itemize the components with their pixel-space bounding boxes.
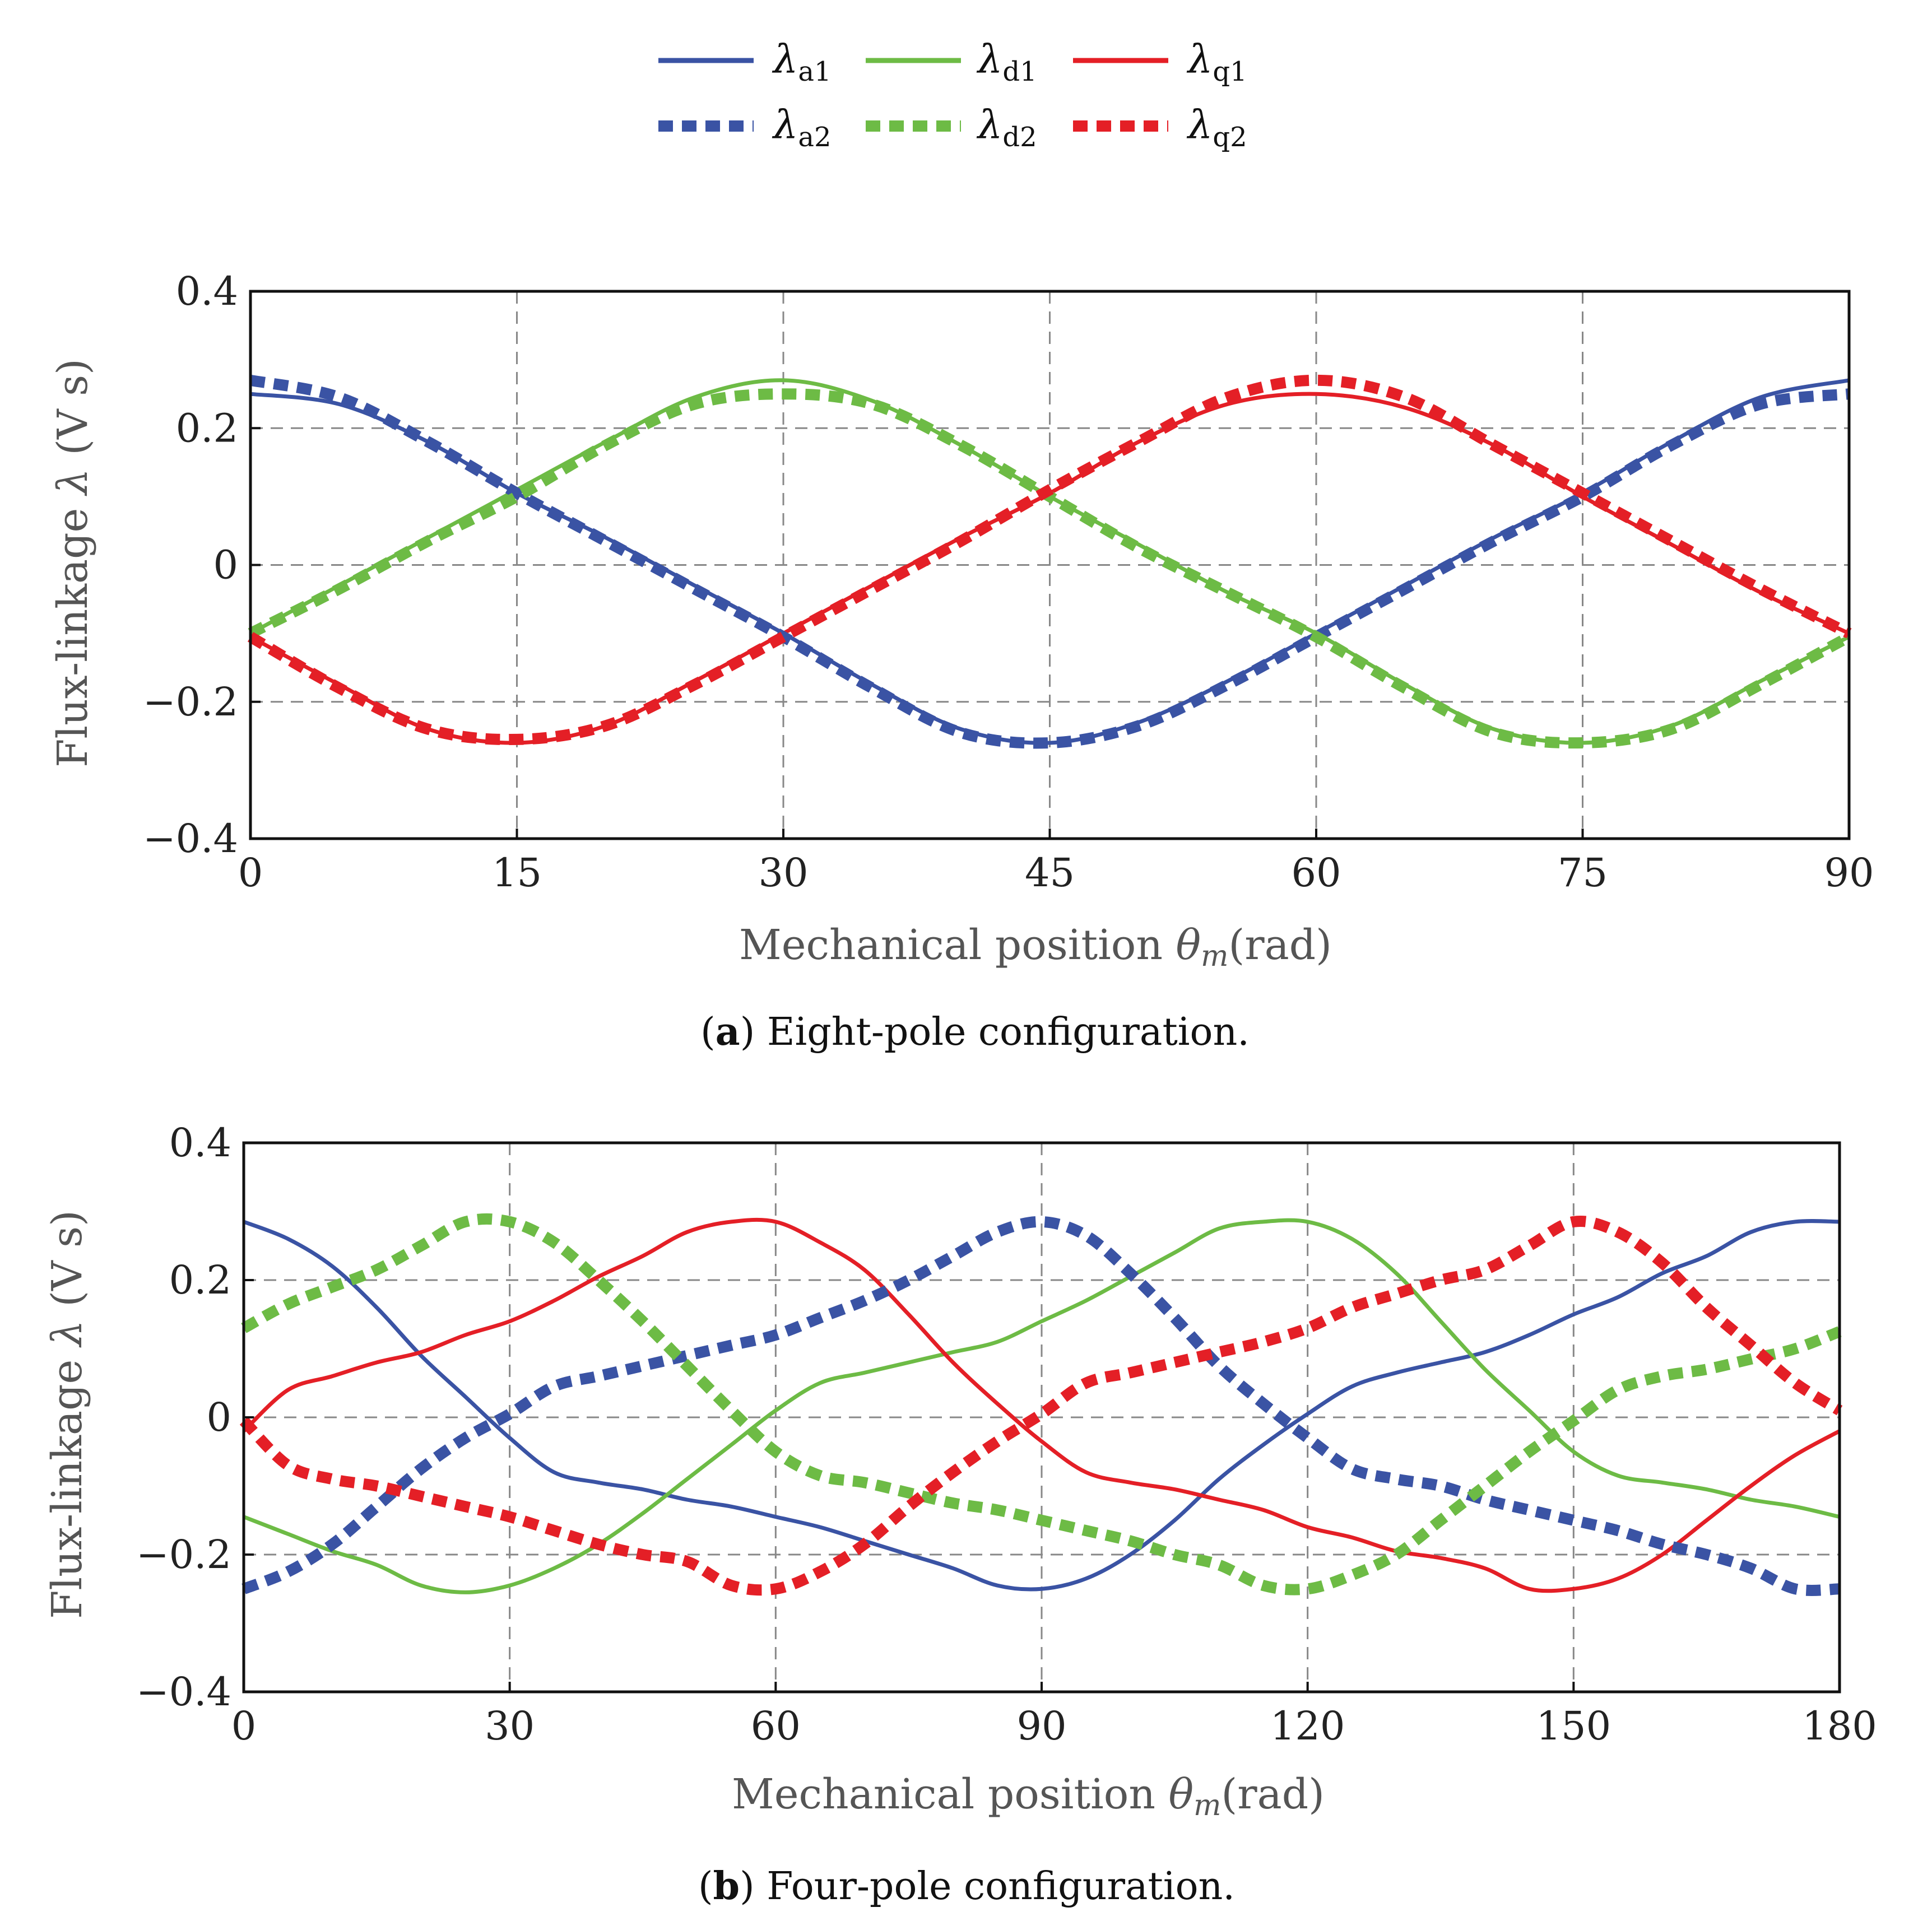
series-line-lambda-q2 bbox=[239, 1216, 1843, 1596]
x-tick-label: 90 bbox=[1016, 1703, 1066, 1749]
x-tick-label: 0 bbox=[238, 850, 263, 896]
x-tick-label: 15 bbox=[492, 850, 542, 896]
legend-entry-a2: λa2 bbox=[658, 102, 832, 153]
caption-b: (b) Four-pole configuration. bbox=[698, 1864, 1235, 1909]
series-line-lambda-d1 bbox=[243, 1218, 1840, 1594]
x-tick-label: 45 bbox=[1025, 850, 1075, 896]
y-tick-label: −0.2 bbox=[143, 679, 238, 725]
y-tick-label: 0.4 bbox=[169, 1120, 231, 1166]
series-group-a bbox=[247, 374, 1852, 749]
series-line-lambda-q1 bbox=[249, 392, 1850, 745]
x-tick-label: 150 bbox=[1536, 1703, 1611, 1749]
legend: λa1 λd1 λq1 λa2 λd2 λq2 bbox=[658, 36, 1247, 153]
x-tick-label: 0 bbox=[231, 1703, 257, 1749]
x-tick-label: 30 bbox=[485, 1703, 535, 1749]
chart-panel-b: 0 30 60 90 120 150 180 −0.4 −0.2 0 0.2 0.4 Mechanic… bbox=[43, 1120, 1877, 1909]
legend-entry-d2: λd2 bbox=[866, 102, 1037, 153]
x-axis-label-b: Mechanical position θm(rad) bbox=[732, 1770, 1325, 1822]
x-tick-label: 90 bbox=[1824, 850, 1874, 896]
legend-entry-a1: λa1 bbox=[658, 36, 832, 87]
legend-label-q1: λq1 bbox=[1186, 36, 1247, 87]
series-line-lambda-d2 bbox=[248, 388, 1852, 749]
series-line-lambda-q2 bbox=[247, 374, 1852, 746]
x-tick-label: 60 bbox=[751, 1703, 801, 1749]
ticks-b: 0 30 60 90 120 150 180 −0.4 −0.2 0 0.2 0.4 bbox=[136, 1120, 1877, 1749]
x-tick-label: 60 bbox=[1291, 850, 1341, 896]
legend-entry-q1: λq1 bbox=[1073, 36, 1247, 87]
series-line-lambda-a2 bbox=[249, 374, 1850, 749]
ticks-a: 0 15 30 45 60 75 90 −0.4 −0.2 0 0.2 0.4 bbox=[143, 268, 1874, 896]
y-tick-label: 0 bbox=[213, 542, 238, 588]
y-axis-label-b: Flux-linkage λ (V s) bbox=[43, 1210, 91, 1619]
y-axis-label-a: Flux-linkage λ (V s) bbox=[49, 359, 97, 767]
chart-panel-a: 0 15 30 45 60 75 90 −0.4 −0.2 0 0.2 0.4 Mechanical … bbox=[49, 268, 1874, 1054]
x-tick-label: 180 bbox=[1802, 1703, 1877, 1749]
y-tick-label: −0.4 bbox=[136, 1669, 231, 1715]
y-tick-label: 0.2 bbox=[169, 1257, 231, 1303]
series-line-lambda-a1 bbox=[243, 1219, 1840, 1592]
legend-label-d1: λd1 bbox=[976, 36, 1037, 87]
series-line-lambda-q1 bbox=[242, 1217, 1841, 1593]
y-tick-label: −0.2 bbox=[136, 1532, 231, 1578]
legend-label-d2: λd2 bbox=[976, 102, 1037, 153]
caption-a: (a) Eight-pole configuration. bbox=[700, 1010, 1250, 1054]
grid-a bbox=[250, 291, 1849, 839]
y-tick-label: 0 bbox=[206, 1394, 231, 1440]
legend-label-a2: λa2 bbox=[772, 102, 832, 153]
x-axis-label-a: Mechanical position θm(rad) bbox=[739, 921, 1332, 973]
legend-entry-q2: λq2 bbox=[1073, 102, 1247, 153]
series-line-lambda-a2 bbox=[242, 1216, 1840, 1597]
y-tick-label: −0.4 bbox=[143, 816, 238, 862]
x-tick-label: 75 bbox=[1558, 850, 1608, 896]
legend-label-q2: λq2 bbox=[1186, 102, 1247, 153]
x-tick-label: 30 bbox=[758, 850, 808, 896]
series-line-lambda-d2 bbox=[241, 1213, 1842, 1595]
series-group-b bbox=[239, 1213, 1843, 1597]
legend-entry-d1: λd1 bbox=[866, 36, 1037, 87]
y-tick-label: 0.4 bbox=[176, 268, 238, 314]
legend-label-a1: λa1 bbox=[772, 36, 832, 87]
x-tick-label: 120 bbox=[1270, 1703, 1345, 1749]
y-tick-label: 0.2 bbox=[176, 405, 238, 451]
